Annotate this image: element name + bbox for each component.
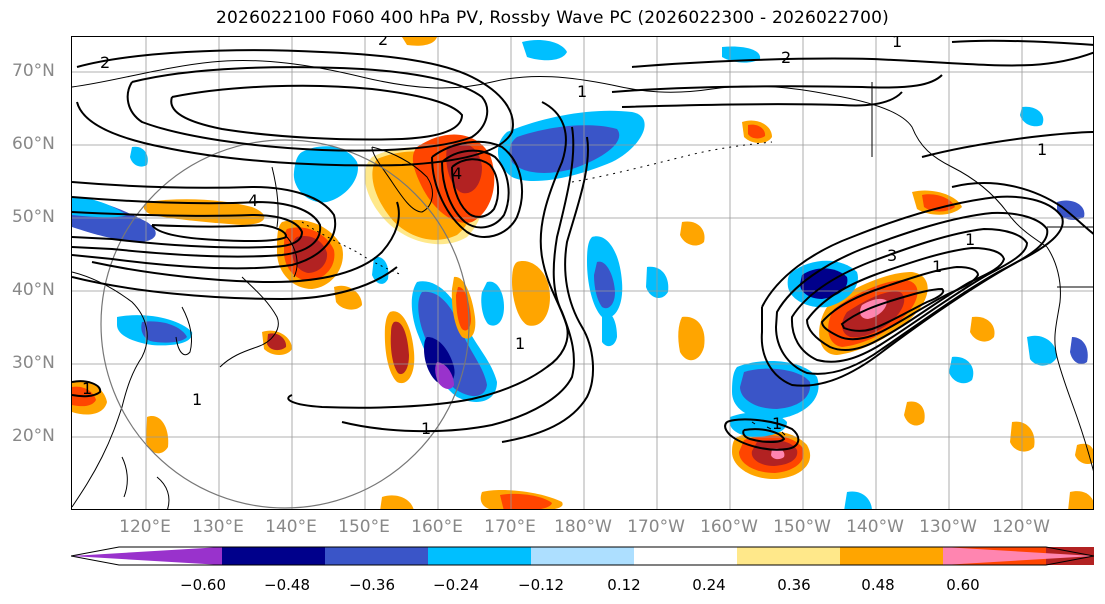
- map-canvas: 2 2 4 2 4 1 1 1 3 1 1 1 1 1 1 1: [72, 37, 1093, 509]
- lat-label-70n: 70°N: [12, 61, 55, 81]
- contour-label: 1: [515, 334, 525, 353]
- contour-label: 2: [378, 37, 388, 49]
- lon-label-120w: 120°W: [992, 517, 1050, 537]
- contour-label: 1: [932, 257, 942, 276]
- lon-label-160e: 160°E: [411, 517, 463, 537]
- coastlines: [72, 60, 1093, 509]
- contour-label: 1: [577, 82, 587, 101]
- lon-label-170e: 170°E: [484, 517, 536, 537]
- lon-label-170w: 170°W: [627, 517, 685, 537]
- region-circle: [100, 139, 470, 509]
- contour-label: 1: [82, 379, 92, 398]
- colorbar-tick: −0.36: [349, 576, 395, 594]
- colorbar-segment: [737, 547, 841, 565]
- colorbar-tick: −0.60: [180, 576, 226, 594]
- lon-label-130e: 130°E: [192, 517, 244, 537]
- contour-label: 1: [772, 414, 782, 433]
- colorbar-tick: 0.12: [607, 576, 641, 594]
- colorbar-outline: [71, 546, 1094, 566]
- colorbar-segment: [634, 547, 738, 565]
- lon-label-140e: 140°E: [265, 517, 317, 537]
- colorbar-tick: 0.36: [777, 576, 811, 594]
- lat-label-20n: 20°N: [12, 426, 55, 446]
- lon-label-180w: 180°W: [554, 517, 612, 537]
- colorbar-tick: 0.48: [861, 576, 895, 594]
- colorbar-tick: 0.24: [692, 576, 726, 594]
- contour-label: 1: [421, 419, 431, 438]
- contour-label: 1: [892, 37, 902, 51]
- lat-label-60n: 60°N: [12, 134, 55, 154]
- contour-label: 4: [452, 164, 462, 183]
- lon-label-150e: 150°E: [338, 517, 390, 537]
- contour-label: 2: [100, 53, 110, 72]
- pv-anomaly-shading: [72, 37, 1093, 509]
- colorbar: [71, 546, 1094, 566]
- colorbar-tick: −0.48: [264, 576, 310, 594]
- contour-label: 4: [248, 191, 258, 210]
- colorbar-segment: [943, 547, 1094, 565]
- contour-label: 3: [887, 246, 897, 265]
- map-title: 2026022100 F060 400 hPa PV, Rossby Wave …: [216, 8, 889, 28]
- colorbar-segment: [428, 547, 532, 565]
- lon-label-140w: 140°W: [846, 517, 904, 537]
- colorbar-segment: [71, 547, 222, 565]
- colorbar-segment: [325, 547, 429, 565]
- contour-label: 2: [781, 48, 791, 67]
- lon-label-130w: 130°W: [919, 517, 977, 537]
- lat-label-50n: 50°N: [12, 207, 55, 227]
- lat-label-30n: 30°N: [12, 353, 55, 373]
- colorbar-segment: [222, 547, 326, 565]
- contour-label: 1: [192, 390, 202, 409]
- pc-contours: [72, 39, 1093, 451]
- lon-label-160w: 160°W: [700, 517, 758, 537]
- colorbar-tick: −0.12: [518, 576, 564, 594]
- lon-label-150w: 150°W: [773, 517, 831, 537]
- contour-label: 1: [1037, 140, 1047, 159]
- lat-label-40n: 40°N: [12, 280, 55, 300]
- map-panel: 2 2 4 2 4 1 1 1 3 1 1 1 1 1 1 1: [71, 36, 1094, 510]
- lon-label-120e: 120°E: [119, 517, 171, 537]
- colorbar-tick: −0.24: [433, 576, 479, 594]
- colorbar-tick: 0.60: [946, 576, 980, 594]
- contour-label: 1: [965, 230, 975, 249]
- colorbar-segment: [840, 547, 944, 565]
- colorbar-segment: [531, 547, 635, 565]
